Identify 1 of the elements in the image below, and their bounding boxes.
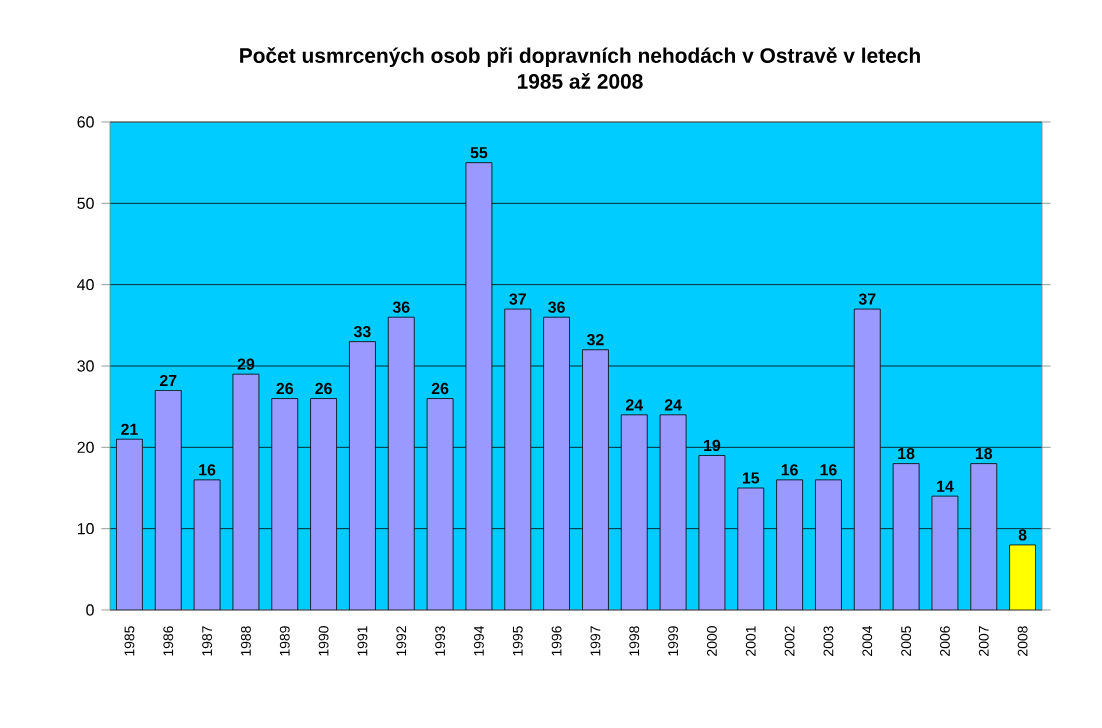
- chart-title: Počet usmrcených osob při dopravních nehodách v Ostravě v letech 1985 až 2008: [240, 47, 920, 89]
